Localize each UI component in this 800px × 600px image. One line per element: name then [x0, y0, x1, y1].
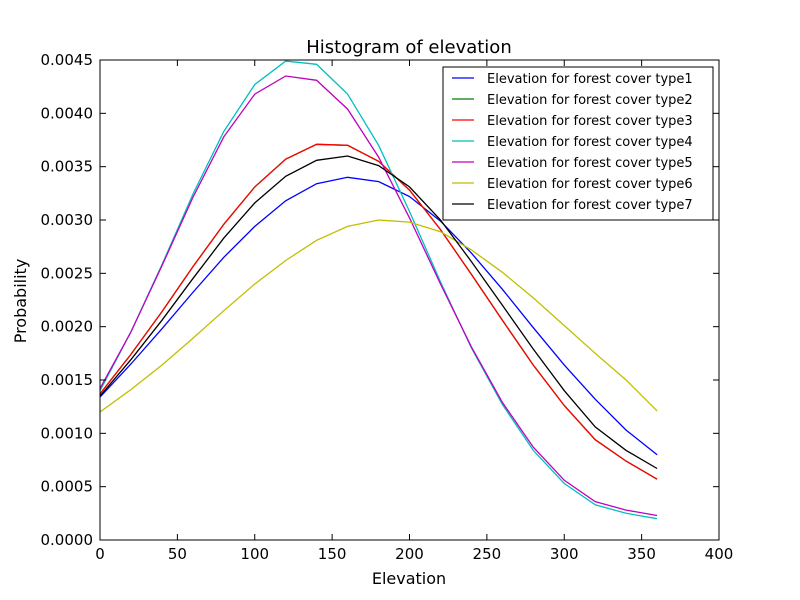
y-tick-label: 0.0000: [41, 531, 94, 549]
y-tick-label: 0.0035: [41, 158, 94, 176]
series-line-7: [99, 155, 658, 470]
legend-label-6: Elevation for forest cover type6: [487, 177, 693, 192]
x-axis-label: Elevation: [372, 569, 446, 588]
axis-ticks: 0 50 100 150 200 250 300 350 400 0.0000 0.0005 0.00…: [41, 51, 734, 563]
y-tick-label: 0.0040: [41, 104, 94, 122]
y-tick-label: 0.0045: [41, 51, 94, 69]
series-line-4: [99, 60, 658, 520]
x-tick-label: 250: [473, 545, 502, 563]
y-tick-label: 0.0025: [41, 264, 94, 282]
y-tick-label: 0.0015: [41, 371, 94, 389]
y-tick-label: 0.0010: [41, 424, 94, 442]
series-line-3: [99, 143, 658, 480]
chart-title: Histogram of elevation: [306, 37, 511, 58]
x-tick-label: 300: [550, 545, 579, 563]
legend-label-1: Elevation for forest cover type1: [487, 72, 693, 87]
x-tick-label: 350: [627, 545, 656, 563]
y-tick-label: 0.0005: [41, 478, 94, 496]
x-tick-label: 400: [705, 545, 734, 563]
y-tick-label: 0.0020: [41, 318, 94, 336]
legend-label-7: Elevation for forest cover type7: [487, 198, 693, 213]
y-axis-label: Probability: [11, 259, 30, 344]
legend-label-2: Elevation for forest cover type2: [487, 93, 693, 108]
x-tick-label: 150: [318, 545, 347, 563]
series-line-6: [99, 219, 658, 413]
x-tick-label: 200: [395, 545, 424, 563]
series-lines: [99, 60, 658, 520]
x-tick-label: 100: [240, 545, 269, 563]
x-tick-label: 50: [168, 545, 187, 563]
series-line-1: [99, 176, 658, 456]
legend: Elevation for forest cover type1 Elevatio…: [442, 66, 714, 221]
y-tick-label: 0.0030: [41, 211, 94, 229]
legend-label-5: Elevation for forest cover type5: [487, 156, 693, 171]
legend-box: [442, 66, 714, 221]
x-tick-label: 0: [95, 545, 105, 563]
series-line-5: [99, 75, 658, 517]
legend-label-4: Elevation for forest cover type4: [487, 135, 693, 150]
legend-label-3: Elevation for forest cover type3: [487, 114, 693, 129]
